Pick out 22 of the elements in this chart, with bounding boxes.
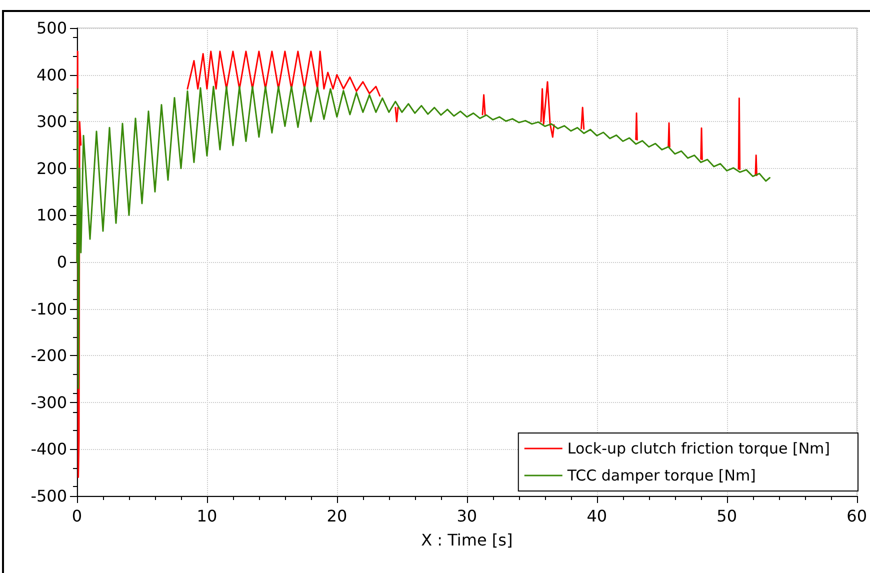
y-tick-label: 500 bbox=[36, 18, 67, 38]
x-tick-label: 40 bbox=[586, 506, 608, 526]
y-tick-label: -400 bbox=[30, 440, 67, 459]
x-tick-label: 50 bbox=[716, 506, 738, 526]
y-tick-label: 100 bbox=[36, 206, 67, 225]
x-tick-label: 10 bbox=[196, 506, 218, 526]
y-tick-label: 400 bbox=[36, 65, 67, 84]
legend-label: TCC damper torque [Nm] bbox=[566, 466, 756, 484]
y-tick-label: -500 bbox=[30, 486, 67, 506]
x-tick-label: 20 bbox=[326, 506, 348, 526]
x-axis-title: X : Time [s] bbox=[421, 530, 513, 550]
y-tick-label: 0 bbox=[56, 252, 67, 272]
y-tick-label: -300 bbox=[30, 392, 67, 412]
line-series bbox=[76, 86, 770, 390]
x-tick-label: 60 bbox=[846, 506, 867, 526]
x-tick-label: 30 bbox=[456, 506, 478, 526]
y-tick-label: 300 bbox=[36, 112, 67, 132]
x-tick-label: 0 bbox=[72, 506, 82, 526]
y-tick-label: -100 bbox=[30, 299, 67, 318]
y-tick-label: -200 bbox=[30, 346, 67, 366]
legend-label: Lock-up clutch friction torque [Nm] bbox=[567, 440, 830, 458]
y-tick-label: 200 bbox=[36, 158, 67, 178]
